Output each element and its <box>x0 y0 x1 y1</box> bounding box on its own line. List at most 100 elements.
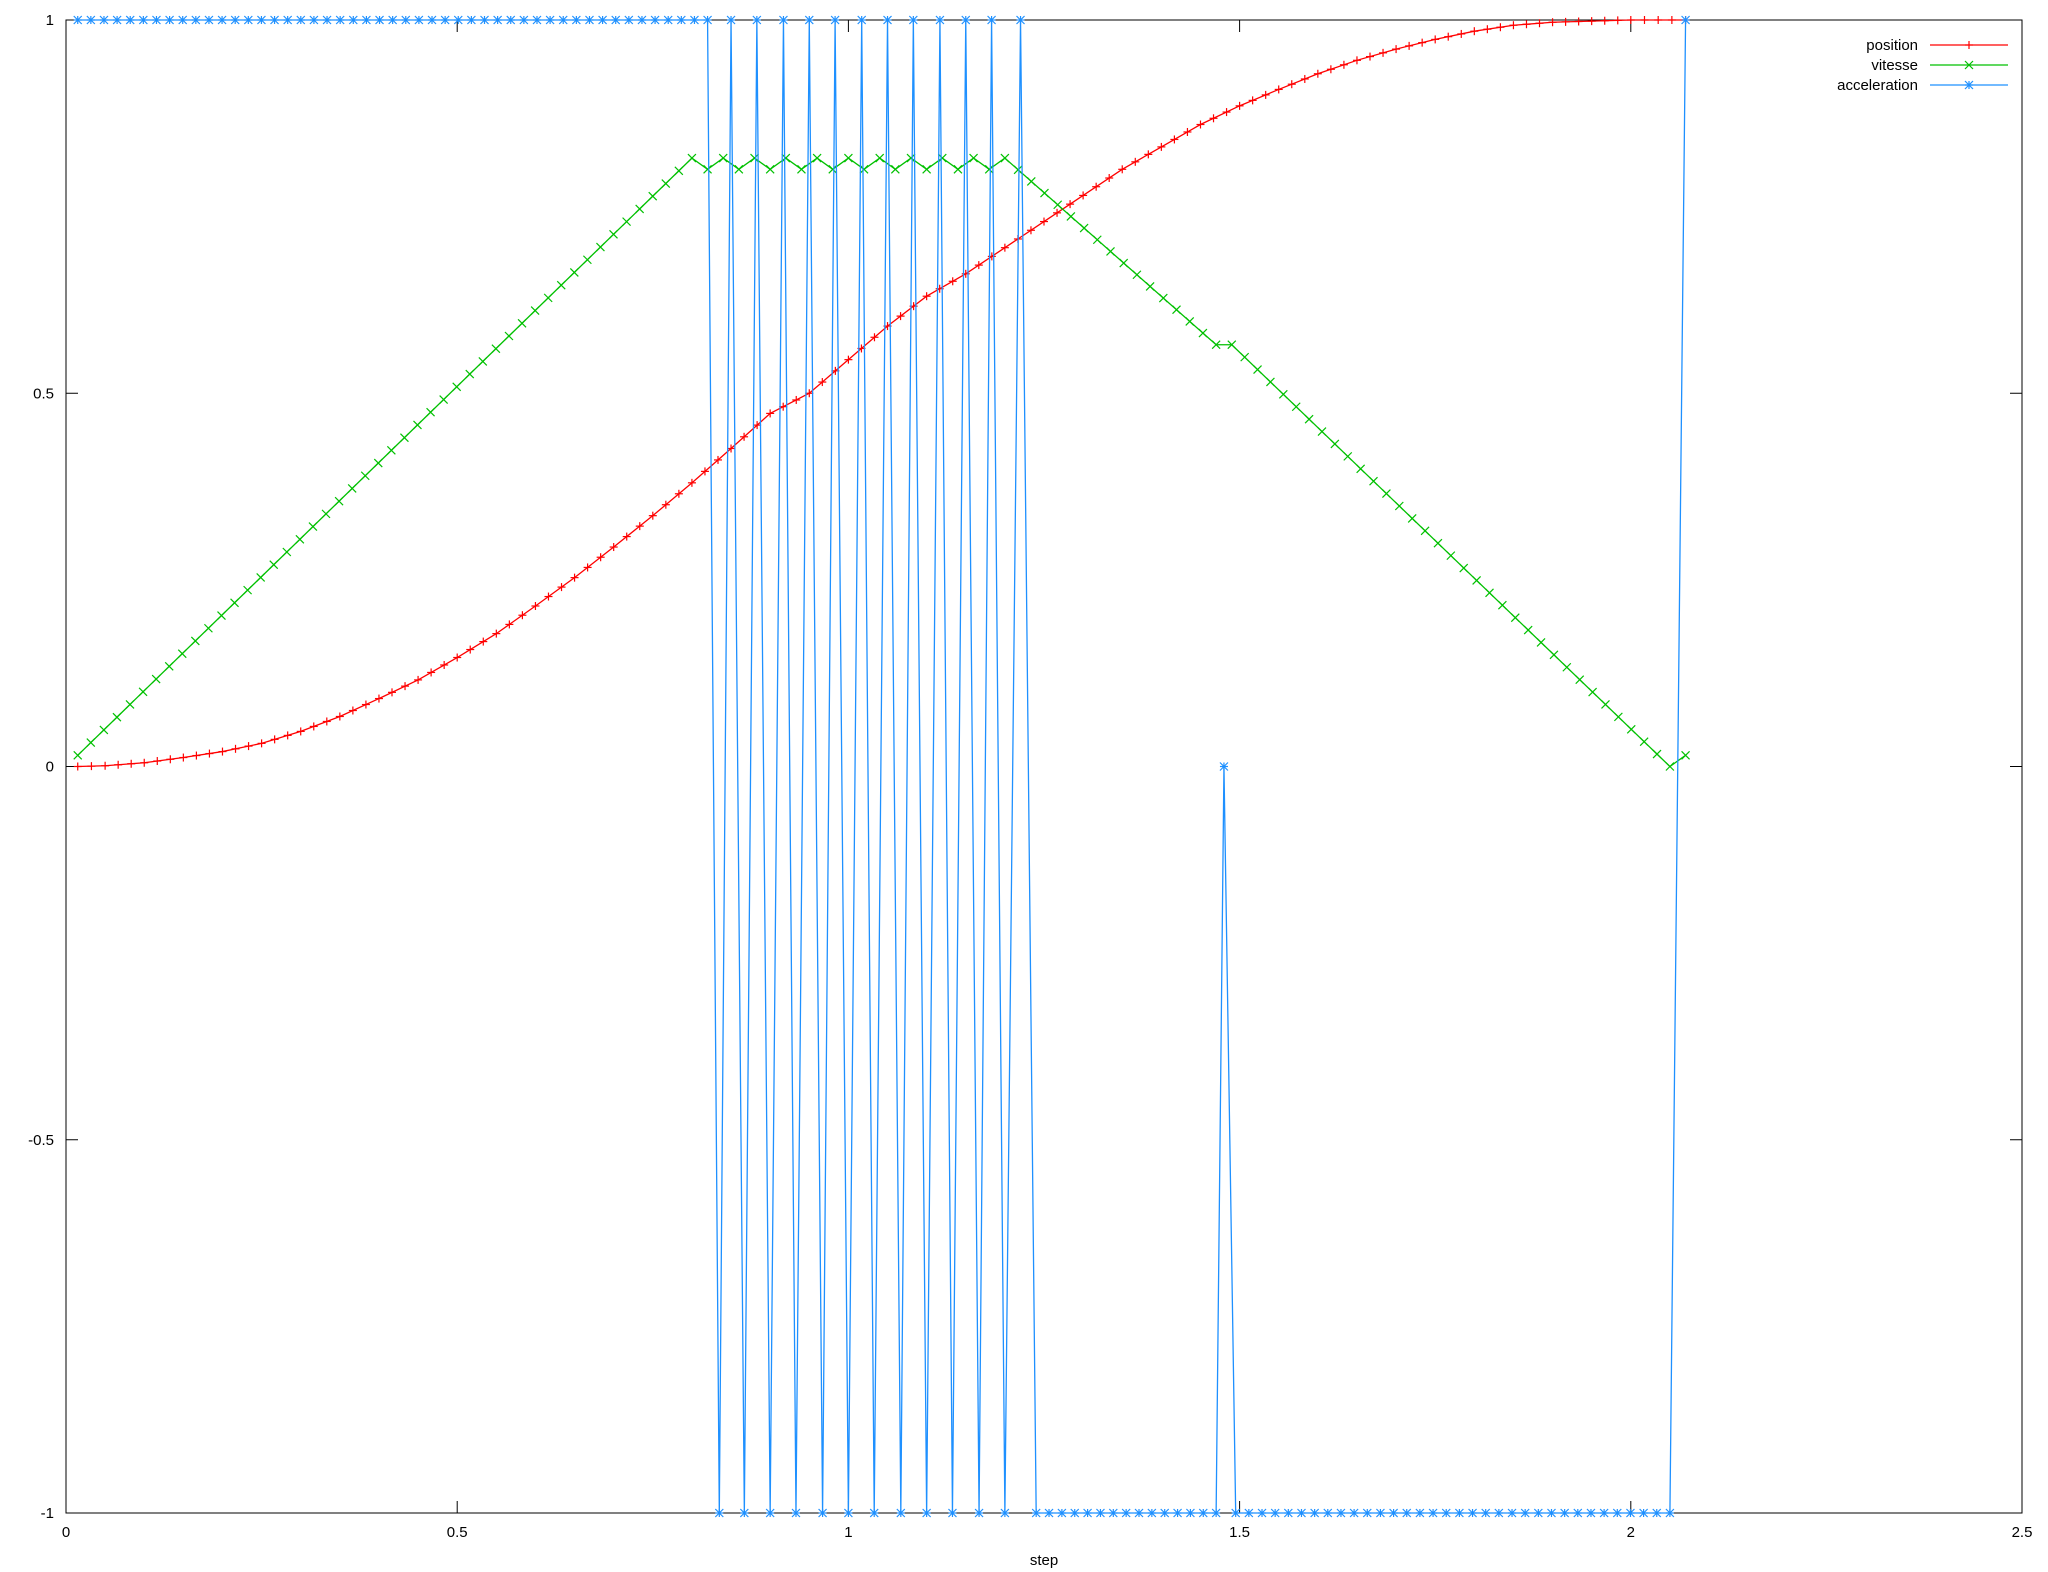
data-point-acceleration <box>1198 1508 1208 1518</box>
data-point-position <box>1092 182 1101 191</box>
data-point-position <box>179 753 188 762</box>
data-point-acceleration <box>961 15 971 25</box>
data-point-vitesse <box>386 445 396 455</box>
data-point-vitesse <box>478 356 488 366</box>
data-point-acceleration <box>414 15 424 25</box>
series-layer <box>73 15 1690 1518</box>
data-point-acceleration <box>1612 1508 1622 1518</box>
data-point-acceleration <box>1507 1508 1517 1518</box>
data-point-position <box>348 706 357 715</box>
data-point-vitesse <box>426 407 435 417</box>
data-point-acceleration <box>703 15 712 25</box>
data-point-acceleration <box>1349 1508 1359 1518</box>
data-point-vitesse <box>217 611 226 620</box>
data-point-acceleration <box>739 1508 749 1518</box>
data-point-vitesse <box>797 164 806 174</box>
data-point-vitesse <box>243 585 253 595</box>
data-point-position <box>218 747 227 756</box>
data-point-acceleration <box>1639 1508 1649 1518</box>
data-point-position <box>1183 127 1192 136</box>
series-acceleration <box>73 15 1690 1518</box>
data-point-acceleration <box>1185 1508 1195 1518</box>
data-point-acceleration <box>1547 1508 1556 1518</box>
data-point-position <box>1274 85 1283 94</box>
data-point-vitesse <box>1132 270 1142 280</box>
data-point-acceleration <box>1147 1508 1157 1518</box>
data-point-position <box>322 717 331 726</box>
data-point-acceleration <box>86 15 96 25</box>
data-point-acceleration <box>1160 1508 1170 1518</box>
data-point-vitesse <box>674 166 684 176</box>
data-point-position <box>661 500 670 509</box>
x-tick-label: 1 <box>844 1524 852 1541</box>
series-position <box>73 16 1690 771</box>
data-point-acceleration <box>1520 1508 1530 1518</box>
data-point-position <box>974 261 983 270</box>
data-point-acceleration <box>99 15 109 25</box>
legend-marker <box>1965 41 1973 49</box>
data-point-acceleration <box>466 15 476 25</box>
data-point-position <box>1196 120 1205 129</box>
data-point-position <box>1600 16 1609 25</box>
data-point-vitesse <box>812 153 822 163</box>
data-point-vitesse <box>112 712 122 722</box>
data-point-acceleration <box>1323 1508 1333 1518</box>
data-point-position <box>1248 96 1257 105</box>
data-point-vitesse <box>1317 427 1327 436</box>
data-point-acceleration <box>676 15 686 25</box>
x-tick-label: 0.5 <box>447 1524 468 1541</box>
data-point-acceleration <box>1044 1508 1054 1518</box>
data-point-acceleration <box>480 15 489 25</box>
data-point-acceleration <box>453 15 463 25</box>
data-point-acceleration <box>896 1508 906 1518</box>
data-point-vitesse <box>1330 439 1340 449</box>
plot-frame <box>65 19 2023 1514</box>
data-point-acceleration <box>1533 1508 1543 1518</box>
data-point-vitesse <box>334 496 344 506</box>
data-point-acceleration <box>908 15 918 25</box>
data-point-acceleration <box>598 15 608 25</box>
data-point-acceleration <box>765 1508 775 1518</box>
data-point-vitesse <box>1079 223 1089 233</box>
x-tick-label: 2 <box>1627 1524 1635 1541</box>
data-point-acceleration <box>125 15 135 25</box>
data-point-vitesse <box>99 725 109 735</box>
data-point-vitesse <box>1092 235 1102 245</box>
data-point-vitesse <box>1681 750 1690 760</box>
data-point-position <box>1483 25 1492 34</box>
data-point-position <box>492 629 501 638</box>
data-point-vitesse <box>750 153 759 163</box>
data-point-vitesse <box>86 738 96 748</box>
data-point-acceleration <box>1244 1508 1254 1518</box>
data-point-vitesse <box>1575 675 1585 685</box>
data-point-position <box>1170 135 1179 144</box>
data-point-position <box>518 611 527 620</box>
data-point-acceleration <box>752 15 762 25</box>
data-point-position <box>557 583 566 592</box>
data-point-acceleration <box>388 15 398 25</box>
data-point-vitesse <box>661 179 671 188</box>
data-point-acceleration <box>1016 15 1025 25</box>
data-point-acceleration <box>726 15 736 25</box>
data-point-position <box>205 749 214 758</box>
data-point-position <box>479 637 488 646</box>
x-tick-label: 1.5 <box>1229 1524 1250 1541</box>
data-point-acceleration <box>1310 1508 1320 1518</box>
data-point-position <box>714 455 722 464</box>
data-point-vitesse <box>295 534 305 544</box>
data-point-acceleration <box>1031 1508 1041 1518</box>
y-tick-label: 0 <box>46 759 54 776</box>
data-point-position <box>1457 29 1466 38</box>
data-point-acceleration <box>922 1508 932 1518</box>
data-point-vitesse <box>906 153 916 163</box>
data-point-vitesse <box>1459 563 1469 573</box>
data-point-vitesse <box>1278 389 1288 399</box>
data-point-vitesse <box>1106 246 1115 256</box>
data-point-vitesse <box>190 636 200 646</box>
data-point-vitesse <box>1369 476 1378 486</box>
y-tick-label: 1 <box>46 12 54 29</box>
data-point-vitesse <box>1394 501 1404 511</box>
data-point-position <box>1040 217 1048 226</box>
data-point-acceleration <box>690 15 699 25</box>
data-point-vitesse <box>781 153 791 163</box>
